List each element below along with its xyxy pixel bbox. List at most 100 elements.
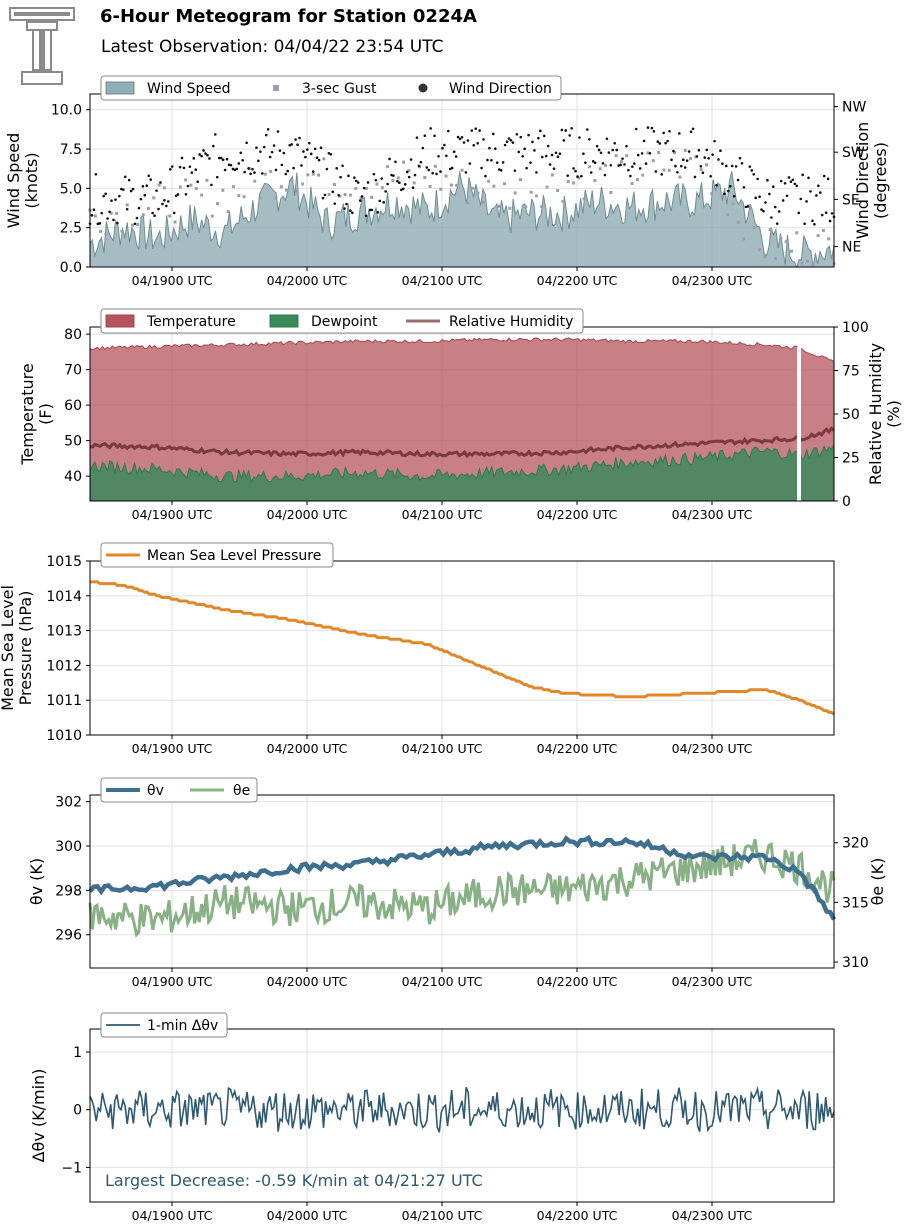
wind-direction-point [351, 211, 354, 215]
wind-direction-point [257, 159, 260, 163]
wind-direction-point [292, 166, 295, 170]
wind-direction-point [413, 173, 417, 177]
wind-direction-point [507, 137, 511, 140]
wind-direction-point [206, 153, 209, 157]
double-t-logo-icon [9, 7, 75, 85]
x-tick-label: 04/2000 UTC [267, 974, 348, 989]
x-tick-label: 04/1900 UTC [132, 974, 213, 989]
wind-direction-point [785, 194, 789, 198]
wind-direction-point [515, 132, 519, 136]
gust-point [529, 190, 533, 194]
legend-label: Mean Sea Level Pressure [147, 548, 321, 564]
gust-point [561, 199, 565, 203]
wind-direction-point [685, 159, 689, 162]
wind-direction-point [446, 129, 450, 133]
wind-direction-point [533, 149, 536, 152]
gust-point [726, 213, 730, 217]
wind-direction-point [366, 181, 370, 184]
relative-humidity-line [89, 426, 835, 459]
wind-direction-point [777, 210, 781, 213]
gust-point [603, 163, 607, 167]
gust-point [646, 151, 650, 155]
y-right-tick-label: NE [842, 240, 861, 256]
wind-direction-point [290, 143, 293, 146]
x-tick-label: 04/2200 UTC [537, 1208, 618, 1223]
gust-point [635, 178, 639, 182]
wind-direction-point [200, 154, 203, 158]
wind-direction-point [131, 187, 135, 191]
wind-direction-point [531, 140, 534, 144]
wind-direction-point [145, 184, 149, 188]
wind-direction-point [100, 211, 104, 215]
wind-direction-point [640, 152, 644, 155]
wind-direction-point [746, 205, 750, 208]
wind-direction-point [521, 154, 524, 158]
wind-direction-point [719, 149, 722, 152]
wind-direction-point [102, 194, 106, 198]
gust-point [566, 180, 570, 184]
wind-direction-point [215, 175, 219, 179]
wind-direction-point [707, 156, 710, 160]
gust-point [375, 182, 379, 186]
wind-direction-point [648, 152, 652, 155]
gust-point [311, 172, 315, 176]
page-title: 6-Hour Meteogram for Station 0224A [100, 6, 477, 27]
y-right-tick-label: 75 [842, 364, 860, 380]
wind-direction-point [329, 152, 333, 156]
y-axis-label: Mean Sea Level [0, 585, 17, 711]
legend-label: Temperature [146, 314, 236, 330]
wind-direction-point [503, 143, 507, 147]
wind-direction-point [421, 146, 425, 150]
temperature-area [89, 337, 835, 502]
wind-direction-point [676, 170, 679, 174]
wind-direction-point [168, 167, 172, 171]
wind-direction-point [468, 162, 472, 165]
legend-label: 1-min Δθv [147, 1018, 218, 1034]
wind-direction-point [566, 174, 570, 177]
gust-point [178, 185, 182, 189]
wind-direction-point [110, 199, 113, 202]
gust-point [731, 202, 735, 206]
wind-direction-point [180, 156, 184, 160]
wind-direction-point [450, 166, 454, 170]
wind-direction-point [664, 141, 667, 145]
wind-direction-point [319, 146, 323, 150]
wind-direction-point [335, 167, 338, 170]
gust-point [449, 183, 453, 187]
wind-direction-point [764, 201, 767, 204]
wind-direction-point [262, 145, 266, 149]
wind-direction-point [725, 164, 728, 168]
wind-direction-point [98, 222, 102, 225]
gust-point [763, 255, 767, 259]
wind-direction-point [689, 130, 693, 134]
wind-direction-point [360, 195, 364, 198]
wind-direction-point [523, 147, 526, 151]
wind-direction-point [458, 137, 462, 141]
gust-point [630, 182, 634, 186]
wind-direction-point [482, 138, 485, 141]
wind-direction-point [513, 169, 517, 172]
wind-direction-point [813, 222, 816, 226]
wind-direction-point [280, 163, 284, 167]
gust-point [423, 176, 427, 180]
gust-point [317, 173, 321, 177]
y-right-axis-label: Wind Direction [853, 122, 872, 240]
wind-direction-point [165, 204, 168, 208]
wind-direction-point [149, 178, 152, 181]
wind-direction-point [133, 222, 137, 226]
gust-point [508, 206, 512, 210]
legend-swatch [105, 314, 135, 328]
wind-direction-point [278, 149, 282, 152]
wind-direction-point [368, 208, 372, 212]
wind-direction-point [638, 167, 642, 170]
legend-label: Wind Speed [147, 81, 231, 97]
wind-direction-point [775, 222, 779, 225]
wind-direction-point [621, 157, 624, 160]
y-tick-label: 1012 [46, 658, 82, 674]
gust-point [593, 179, 597, 183]
wind-direction-point [325, 167, 329, 171]
wind-direction-point [797, 211, 801, 215]
legend-label: 3-sec Gust [302, 81, 377, 97]
gust-point [242, 195, 246, 199]
gust-point [667, 168, 671, 172]
